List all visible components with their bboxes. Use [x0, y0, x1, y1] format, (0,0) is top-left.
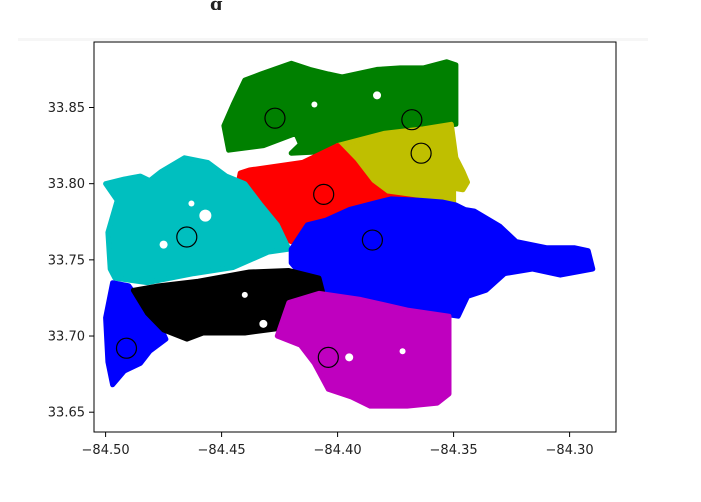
y-tick-label-2: 33.75 — [48, 253, 85, 268]
gap-6 — [311, 101, 318, 108]
x-tick-label-1: −84.45 — [198, 443, 246, 458]
centroid-marker-0-0 — [264, 107, 286, 129]
x-tick-label-3: −84.35 — [430, 443, 478, 458]
cluster-6-region-0 — [274, 290, 452, 409]
centroid-marker-0-1 — [401, 109, 423, 131]
gap-3 — [259, 319, 268, 328]
centroid-marker-4-0 — [361, 229, 383, 251]
centroid-marker-2-0 — [313, 183, 335, 205]
chart-marks — [103, 59, 596, 409]
y-tick-label-3: 33.80 — [48, 177, 85, 192]
y-tick-label-0: 33.65 — [48, 406, 85, 421]
x-tick-label-0: −84.50 — [82, 443, 130, 458]
title-fragment: g — [210, 0, 223, 10]
header-divider — [18, 38, 648, 41]
y-tick-label-1: 33.70 — [48, 330, 85, 345]
gap-0 — [199, 209, 212, 222]
gap-2 — [188, 200, 195, 207]
y-tick-label-4: 33.85 — [48, 101, 85, 116]
plot-border — [93, 41, 617, 433]
centroid-marker-3-0 — [176, 226, 198, 248]
gap-5 — [399, 348, 406, 355]
centroid-marker-1-0 — [410, 142, 432, 164]
cluster-6 — [274, 290, 452, 409]
gap-8 — [241, 291, 248, 298]
gap-1 — [159, 240, 168, 249]
centroid-marker-6-0 — [317, 346, 339, 368]
gap-4 — [345, 353, 354, 362]
centroid-marker-4-1 — [115, 337, 138, 359]
x-tick-label-2: −84.40 — [314, 443, 362, 458]
gap-7 — [373, 91, 382, 100]
chart-axes: −84.50 −84.45 −84.40 −84.35 −84.30 33.65 33.70… — [48, 101, 594, 458]
x-tick-label-4: −84.30 — [546, 443, 594, 458]
